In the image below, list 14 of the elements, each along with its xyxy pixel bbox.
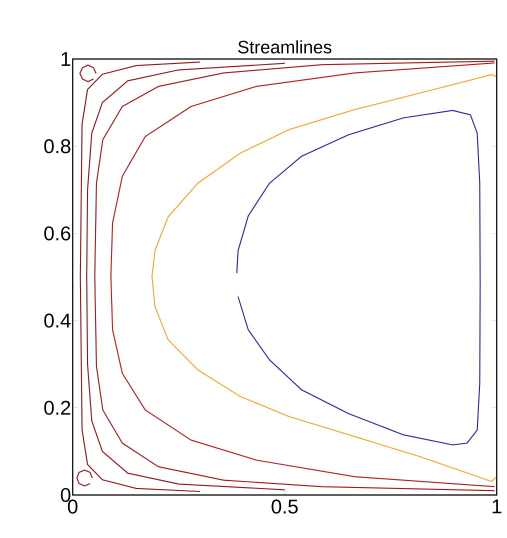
chart-title: Streamlines xyxy=(238,40,332,54)
line-series xyxy=(76,470,93,486)
y-tick-label: 1 xyxy=(62,52,70,66)
y-tick-label: 0.8 xyxy=(44,139,70,154)
y-tick-label: 0.2 xyxy=(44,400,70,415)
line-series xyxy=(86,62,286,490)
line-series xyxy=(80,61,200,492)
x-tick-label: 1 xyxy=(492,500,502,514)
line-series xyxy=(236,110,481,446)
line-series xyxy=(79,64,97,82)
y-tick-label: 0 xyxy=(60,488,70,502)
y-tick-label: 0.6 xyxy=(44,226,70,240)
y-tick-label: 0.4 xyxy=(44,314,71,328)
x-tick-label: 0.5 xyxy=(272,500,298,514)
